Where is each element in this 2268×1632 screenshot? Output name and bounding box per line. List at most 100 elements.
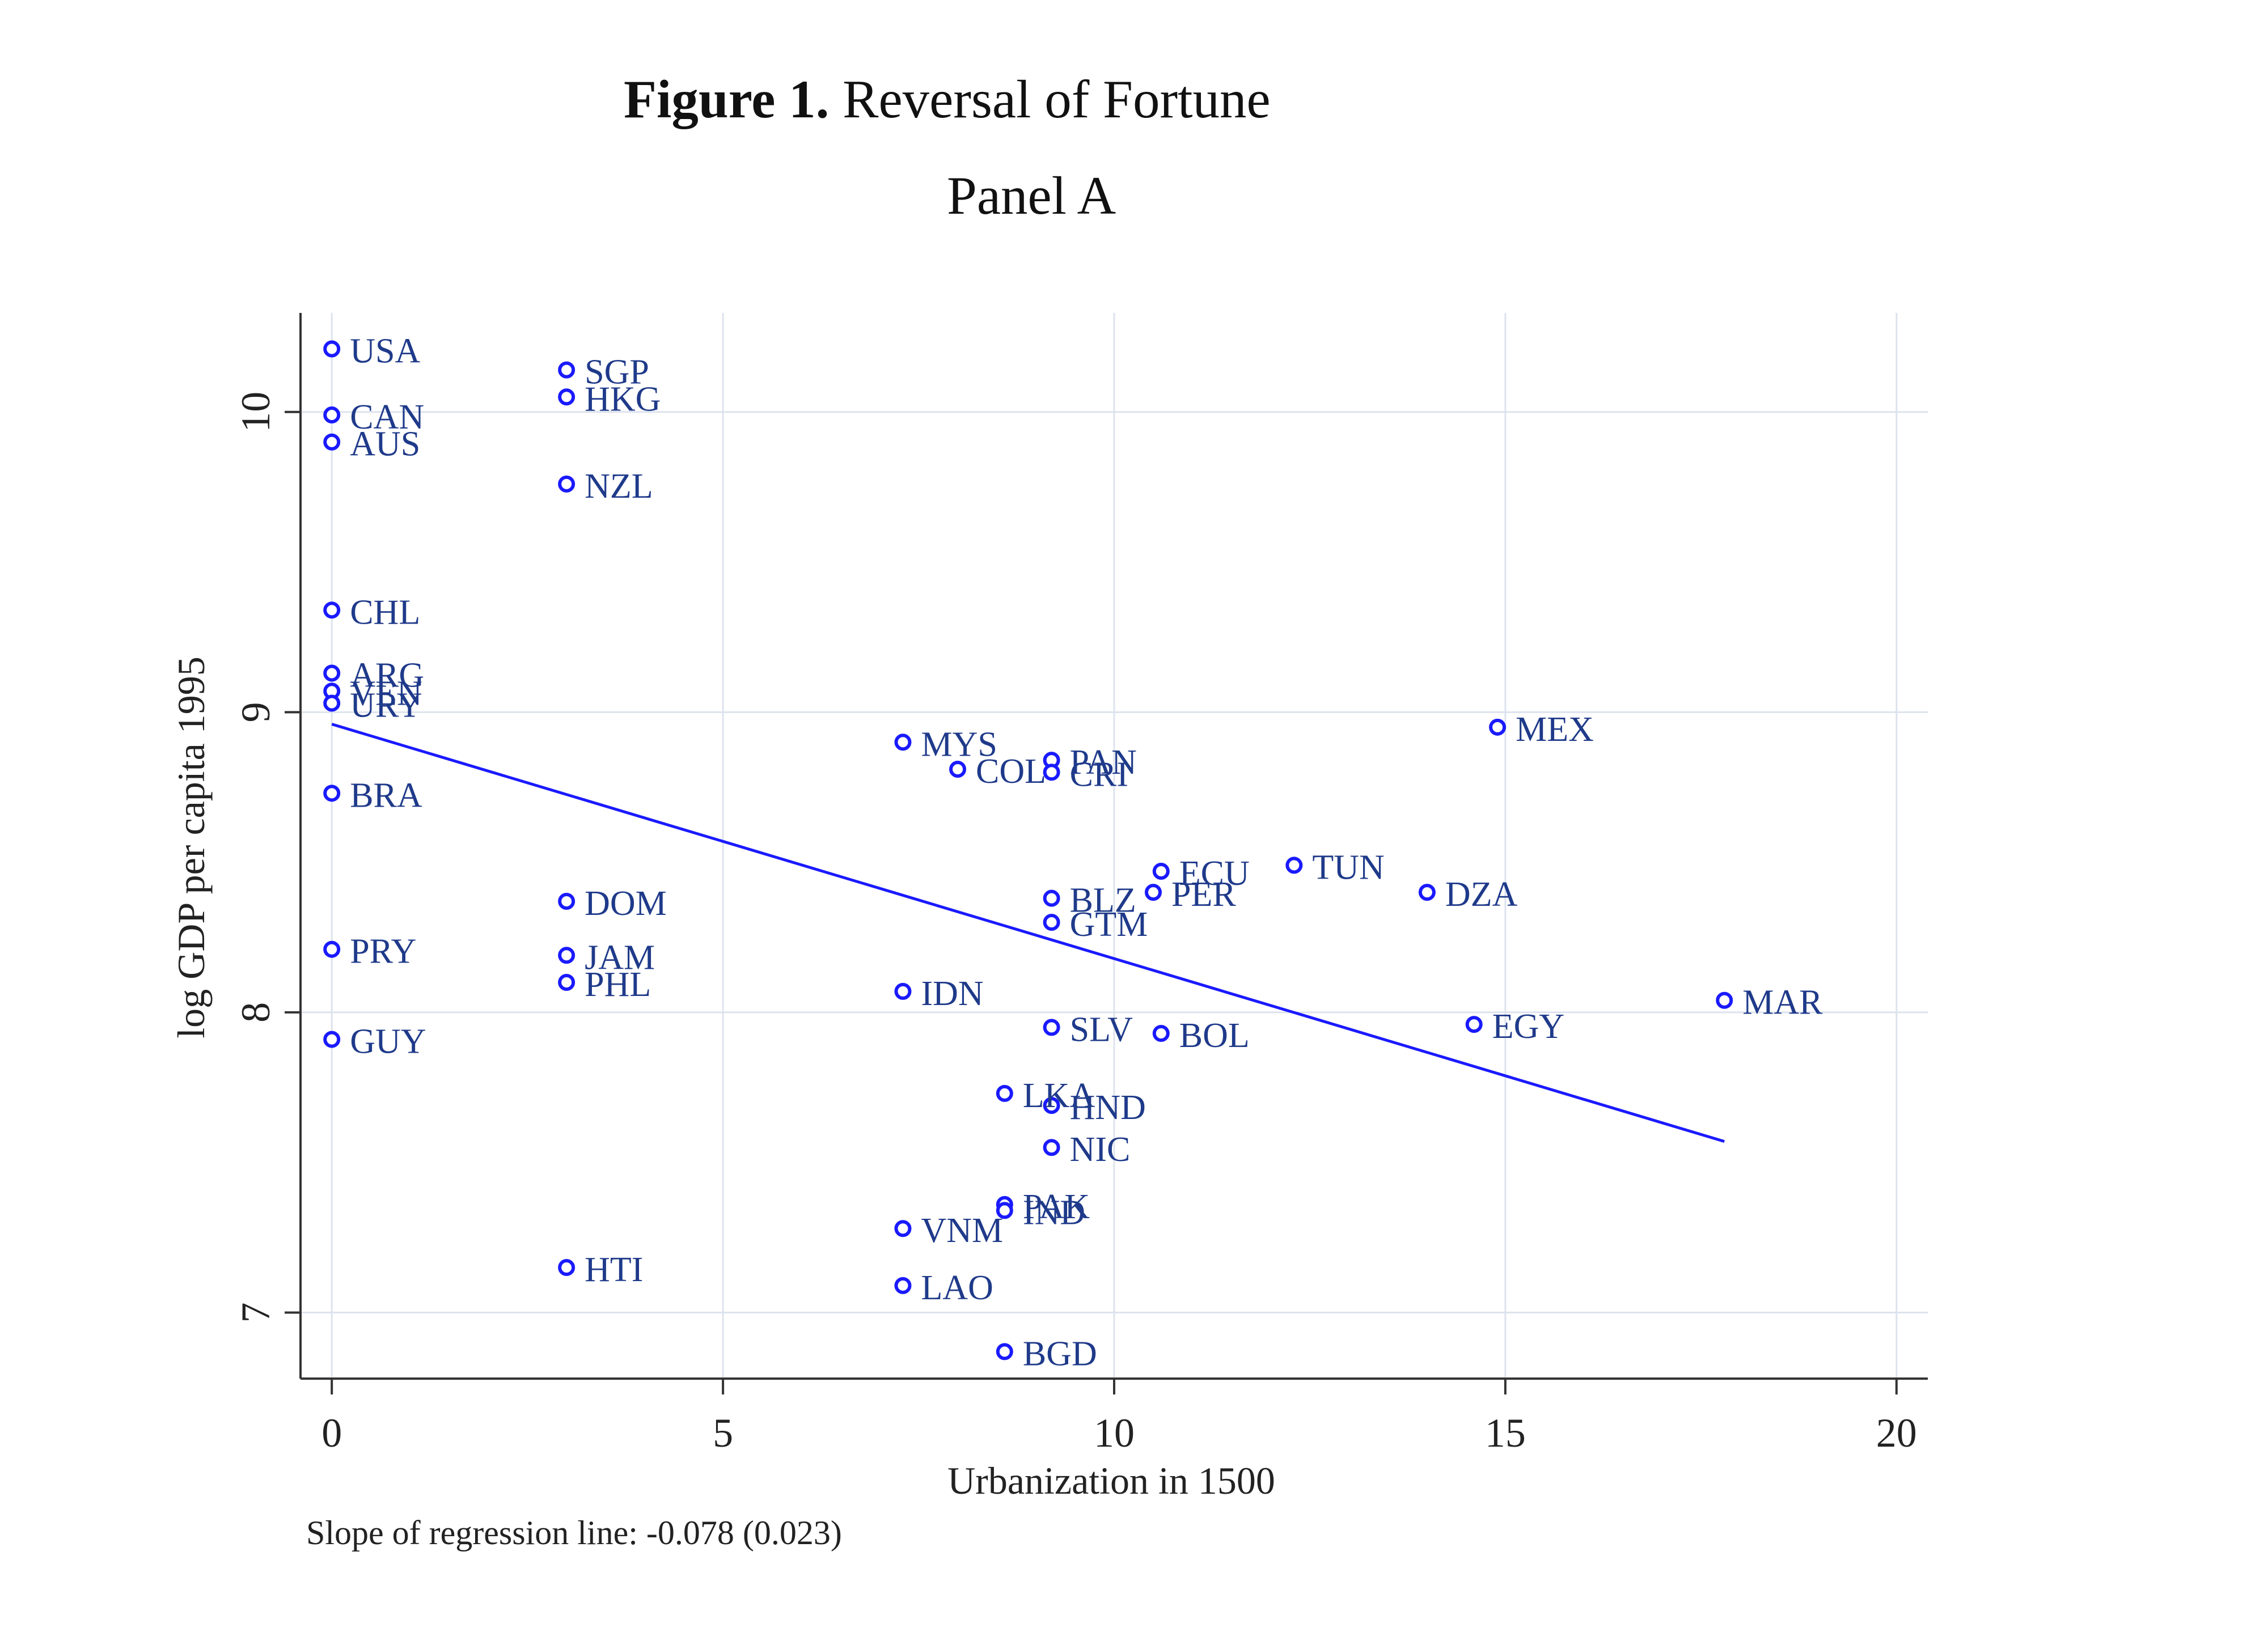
point-label: DZA [1445, 875, 1518, 914]
data-point [323, 1031, 341, 1048]
regression-line [331, 723, 1725, 1143]
point-label: CHL [350, 593, 420, 631]
data-point [1152, 1024, 1170, 1042]
axes-layer: 0 5 10 15 20 7 8 9 10 [233, 313, 1928, 1456]
data-point [323, 406, 341, 424]
point-label: IND [1023, 1193, 1085, 1232]
point-label: LKA [1023, 1076, 1095, 1115]
point-label: AUS [350, 425, 420, 464]
data-point [894, 1220, 912, 1237]
point-label: BOL [1179, 1016, 1250, 1055]
figure-title-text: Reversal of Fortune [843, 69, 1271, 129]
y-tick-label: 7 [233, 1302, 278, 1322]
point-label: MYS [921, 725, 997, 764]
point-label: PHL [585, 965, 651, 1004]
data-point [323, 694, 341, 712]
data-point [894, 734, 912, 751]
data-point [323, 340, 341, 358]
data-point [323, 940, 341, 958]
data-point [949, 760, 967, 778]
point-label: URY [350, 686, 422, 724]
data-point [323, 785, 341, 802]
fit-layer [331, 723, 1725, 1143]
point-label: HTI [585, 1251, 643, 1289]
y-tick-label: 10 [233, 392, 278, 433]
point-label: CRI [1070, 755, 1128, 794]
x-tick-label: 10 [1094, 1410, 1135, 1456]
point-label: PER [1171, 875, 1236, 914]
data-point [996, 1202, 1013, 1219]
data-point [894, 1277, 912, 1294]
data-point [894, 982, 912, 1000]
data-point [996, 1343, 1013, 1360]
point-label: GTM [1070, 905, 1148, 944]
data-point [323, 664, 341, 682]
x-tick-label: 15 [1485, 1410, 1526, 1456]
x-axis-title: Urbanization in 1500 [947, 1459, 1275, 1502]
point-label: NIC [1070, 1130, 1131, 1169]
point-label: ECU [1179, 854, 1250, 893]
data-point [1285, 857, 1303, 874]
point-label: LAO [921, 1269, 993, 1307]
point-label: PRY [350, 932, 416, 971]
data-point [1043, 889, 1060, 907]
point-label: HND [1070, 1088, 1146, 1127]
data-point [558, 973, 576, 991]
point-label: USA [350, 332, 420, 371]
data-point [1465, 1016, 1483, 1033]
points-layer [323, 340, 1733, 1360]
point-label: BLZ [1070, 881, 1136, 920]
point-label: JAM [585, 938, 655, 977]
data-point [1418, 884, 1436, 901]
grid-layer [301, 313, 1928, 1379]
data-point [1716, 991, 1733, 1009]
data-point [323, 601, 341, 619]
point-label: PAN [1070, 743, 1137, 782]
data-point [1043, 764, 1060, 781]
data-point [558, 1259, 576, 1277]
data-point [558, 361, 576, 379]
point-label: MEX [1516, 710, 1594, 749]
point-label: PAK [1023, 1188, 1090, 1226]
point-label: EGY [1492, 1007, 1564, 1046]
point-label: TUN [1312, 848, 1384, 887]
point-label: HKG [585, 380, 661, 418]
point-label: VEN [350, 674, 422, 713]
data-point [1489, 718, 1507, 736]
data-point [1144, 884, 1162, 901]
data-point [558, 475, 576, 493]
point-label: VNM [921, 1211, 1003, 1250]
x-tick-label: 0 [321, 1410, 342, 1456]
panel-label: Panel A [947, 166, 1116, 226]
data-point [1043, 914, 1060, 931]
point-label: SGP [585, 353, 649, 392]
regression-note: Slope of regression line: -0.078 (0.023) [306, 1514, 842, 1552]
point-label: ARG [350, 656, 424, 694]
point-label: COL [976, 752, 1046, 791]
x-tick-label: 5 [713, 1410, 733, 1456]
y-tick-label: 9 [233, 702, 278, 722]
y-tick-label: 8 [233, 1002, 278, 1023]
x-tick-label: 20 [1876, 1410, 1917, 1456]
point-label: DOM [585, 884, 667, 923]
data-point [323, 433, 341, 451]
point-label: BRA [350, 776, 422, 815]
data-point [1043, 1139, 1060, 1156]
figure-title: Figure 1. Reversal of Fortune [624, 68, 1271, 130]
point-label: SLV [1070, 1010, 1133, 1049]
point-label: IDN [921, 974, 983, 1013]
data-point [1043, 1019, 1060, 1036]
data-point [1152, 863, 1170, 880]
data-point [558, 892, 576, 910]
point-label: CAN [350, 398, 424, 436]
data-point [558, 947, 576, 964]
data-point [996, 1084, 1013, 1102]
point-label: NZL [585, 467, 653, 506]
y-axis-title: log GDP per capita 1995 [170, 656, 213, 1038]
point-label: BGD [1023, 1334, 1097, 1373]
point-label: MAR [1742, 984, 1823, 1022]
data-point [1043, 1097, 1060, 1114]
